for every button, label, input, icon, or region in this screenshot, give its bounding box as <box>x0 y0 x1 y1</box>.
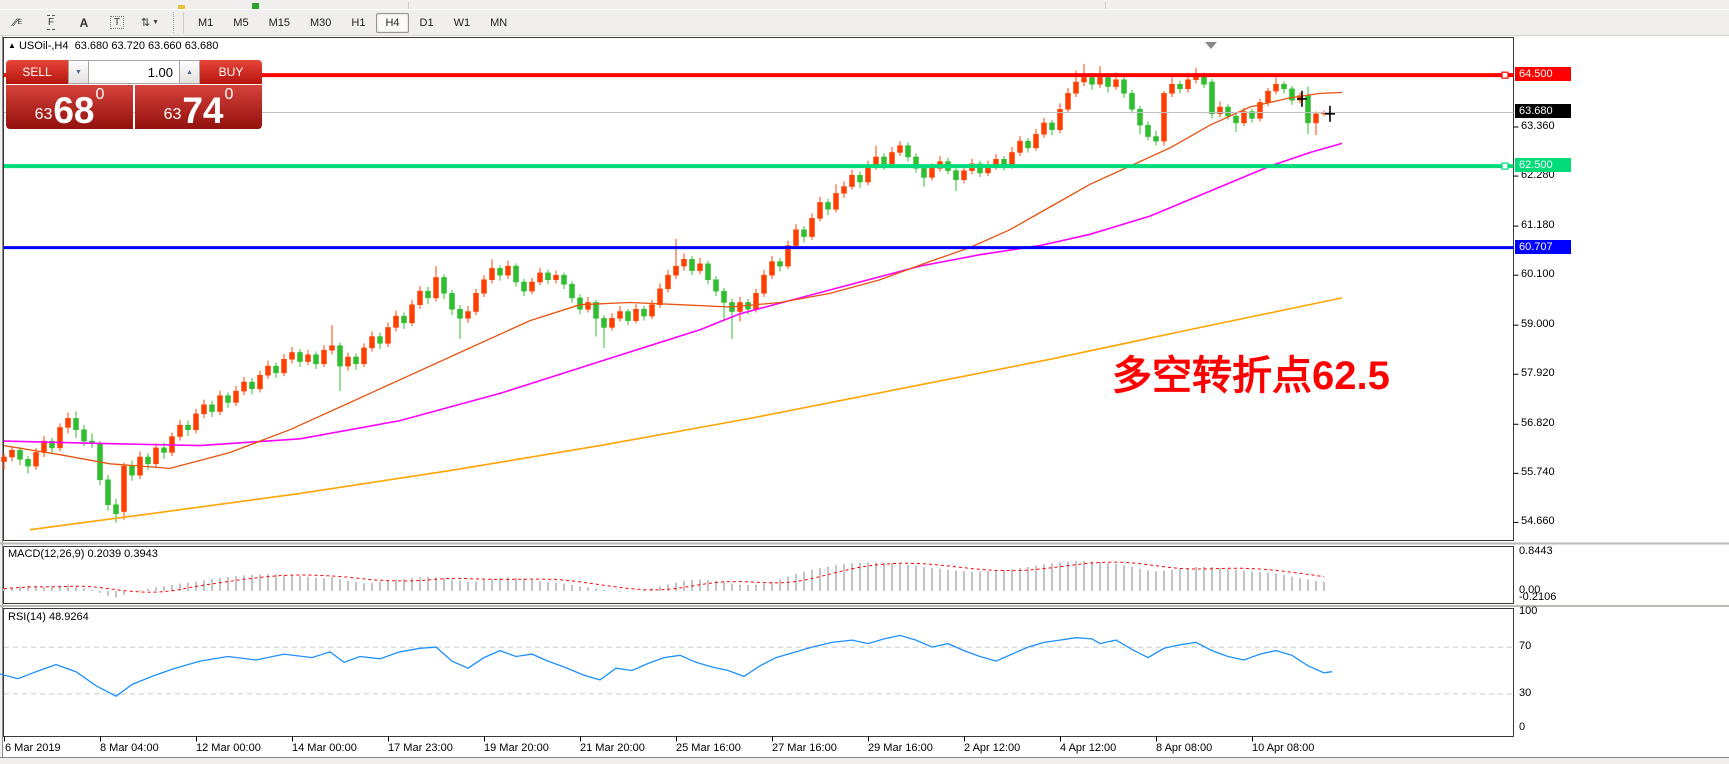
text-label-icon[interactable]: T <box>102 11 132 34</box>
rsi-axis-label: 30 <box>1519 687 1532 699</box>
ask-price-prefix: 63 <box>163 106 182 123</box>
macd-axis-label: 0.8443 <box>1519 545 1553 557</box>
ohlc-readout: 63.680 63.720 63.660 63.680 <box>74 40 219 52</box>
timeframe-button-m1[interactable]: M1 <box>198 16 214 29</box>
time-axis-label: 19 Mar 20:00 <box>484 742 549 754</box>
window-bottom-edge <box>0 757 1729 764</box>
price-axis-tick: 54.660 <box>1521 515 1555 528</box>
time-axis-label: 27 Mar 16:00 <box>772 742 837 754</box>
timeframe-button-h4[interactable]: H4 <box>376 12 409 33</box>
time-axis-label: 6 Mar 2019 <box>5 742 61 754</box>
symbol-name: USOil-,H4 <box>18 40 69 52</box>
timeframe-button-mn[interactable]: MN <box>490 16 508 29</box>
timeframe-button-m5[interactable]: M5 <box>233 16 249 29</box>
time-axis-label: 14 Mar 00:00 <box>292 742 357 754</box>
price-axis-tick: 61.180 <box>1521 219 1555 232</box>
volume-down-button[interactable]: ▼ <box>68 60 89 84</box>
collapse-icon[interactable]: ▲ <box>8 41 16 50</box>
macd-indicator-label: MACD(12,26,9) 0.2039 0.3943 <box>8 548 158 560</box>
rsi-pane-splitter[interactable] <box>0 604 1729 609</box>
ask-price-main: 74 <box>182 89 224 131</box>
price-line-label: 63.680 <box>1515 104 1571 119</box>
ask-price-panel[interactable]: 63 74 0 <box>135 85 262 129</box>
macd-axis-label: 0.00 <box>1519 584 1541 596</box>
symbol-title: ▲ USOil-,H4 63.680 63.720 63.660 63.680 <box>8 40 218 52</box>
rsi-axis-label: 70 <box>1519 640 1532 652</box>
fibonacci-icon[interactable]: F <box>46 15 56 30</box>
price-line-label: 60.707 <box>1515 239 1571 254</box>
volume-up-button[interactable]: ▲ <box>179 60 200 84</box>
arrows-icon[interactable]: ⇅ ▼ <box>140 17 160 29</box>
time-axis-label: 8 Mar 04:00 <box>100 742 159 754</box>
time-axis-label: 17 Mar 23:00 <box>388 742 453 754</box>
chart-shift-icon <box>1205 42 1217 49</box>
equidistant-channel-icon[interactable]: ∕∕ E <box>13 16 23 29</box>
price-axis-tick: 56.820 <box>1521 417 1555 430</box>
price-line-label: 62.500 <box>1515 158 1571 173</box>
buy-button[interactable]: BUY <box>200 60 262 84</box>
timeframe-button-m15[interactable]: M15 <box>268 16 290 29</box>
toolbar-separator <box>173 12 184 33</box>
sell-button[interactable]: SELL <box>6 60 68 84</box>
ask-price-sup: 0 <box>224 86 234 103</box>
time-axis-label: 12 Mar 00:00 <box>196 742 261 754</box>
toolbar-separator <box>408 2 409 9</box>
chart-text-annotation[interactable]: 多空转折点62.5 <box>1112 354 1390 398</box>
bid-price-panel[interactable]: 63 68 0 <box>6 85 133 129</box>
price-axis-tick: 62.280 <box>1521 169 1555 182</box>
top-toolbar-strip <box>0 0 1729 10</box>
rsi-axis-label: 100 <box>1519 605 1538 617</box>
bid-price-prefix: 63 <box>34 106 53 123</box>
timeframe-button-d1[interactable]: D1 <box>419 16 434 29</box>
one-click-trading-panel: SELL ▼ ▲ BUY 63 68 0 63 74 0 <box>6 60 262 129</box>
rsi-indicator-label: RSI(14) 48.9264 <box>8 611 89 623</box>
price-axis-tick: 59.000 <box>1521 318 1555 331</box>
chart-window-left-border <box>0 36 3 763</box>
rsi-axis-label: 0 <box>1519 721 1526 733</box>
time-axis-label: 8 Apr 08:00 <box>1156 742 1213 754</box>
price-axis-tick: 63.360 <box>1521 120 1555 132</box>
time-axis-label: 10 Apr 08:00 <box>1252 742 1315 754</box>
timeframe-button-m30[interactable]: M30 <box>309 16 332 29</box>
time-axis-label: 29 Mar 16:00 <box>868 742 933 754</box>
text-icon[interactable]: A <box>79 15 89 30</box>
bid-price-main: 68 <box>53 89 95 131</box>
line-studies-toolbar: ∕∕ E F A T ⇅ ▼ M1 M5 M15 M30 H1 H4 D1 W1 MN <box>0 10 1729 36</box>
price-axis-tick: 55.740 <box>1521 466 1555 479</box>
timeframe-button-w1[interactable]: W1 <box>453 16 471 29</box>
price-axis-tick: 57.920 <box>1521 367 1555 380</box>
macd-axis-label: -0.2106 <box>1519 591 1557 603</box>
volume-input[interactable] <box>89 60 179 84</box>
time-axis-label: 4 Apr 12:00 <box>1060 742 1117 754</box>
toolbar-icon-fragment <box>178 5 185 9</box>
time-axis-label: 2 Apr 12:00 <box>964 742 1021 754</box>
macd-pane-splitter[interactable] <box>0 541 1729 546</box>
time-axis-label: 21 Mar 20:00 <box>580 742 645 754</box>
price-line-label: 64.500 <box>1515 67 1571 82</box>
price-axis-tick: 60.100 <box>1521 268 1555 281</box>
toolbar-icon-fragment <box>252 3 259 9</box>
timeframe-button-h1[interactable]: H1 <box>351 16 366 29</box>
bid-price-sup: 0 <box>95 86 105 103</box>
toolbar-separator <box>1105 2 1106 9</box>
time-axis-label: 25 Mar 16:00 <box>676 742 741 754</box>
